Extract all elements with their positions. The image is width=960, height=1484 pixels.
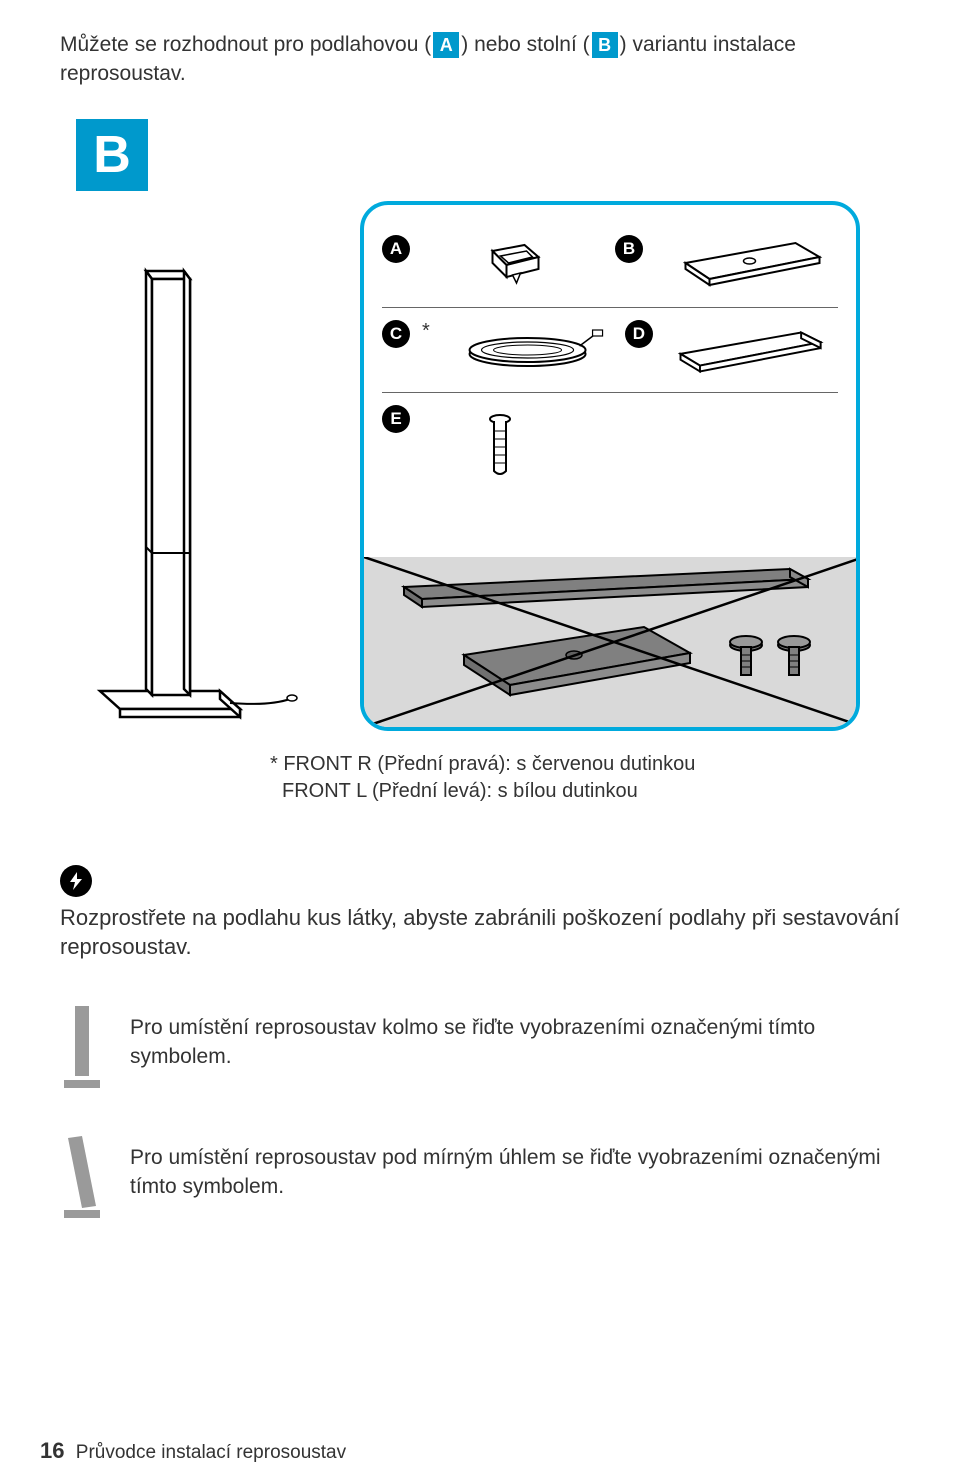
front-note: * FRONT R (Přední pravá): s červenou dut… <box>270 751 900 805</box>
parts-panel: A B C * <box>360 201 860 731</box>
perpendicular-row: Pro umístění reprosoustav kolmo se řiďte… <box>60 1002 900 1092</box>
part-label-d: D <box>625 320 653 348</box>
inline-label-b: B <box>592 32 618 58</box>
part-label-c: C <box>382 320 410 348</box>
angled-icon <box>60 1132 102 1222</box>
part-label-a: A <box>382 235 410 263</box>
intro-text: Můžete se rozhodnout pro podlahovou (A) … <box>60 30 900 89</box>
part-a-illustration <box>420 235 605 295</box>
part-label-e: E <box>382 405 410 433</box>
intro-part1: Můžete se rozhodnout pro podlahovou ( <box>60 33 431 56</box>
excluded-parts-area <box>364 557 856 727</box>
part-c-asterisk: * <box>422 320 430 380</box>
footer-title: Průvodce instalací reprosoustav <box>76 1442 346 1463</box>
angled-text: Pro umístění reprosoustav pod mírným úhl… <box>130 1132 900 1201</box>
note-line-1: * FRONT R (Přední pravá): s červenou dut… <box>270 751 900 778</box>
part-d-illustration <box>663 320 838 380</box>
angled-row: Pro umístění reprosoustav pod mírným úhl… <box>60 1132 900 1222</box>
diagram-row: A B C * <box>60 201 900 731</box>
parts-row-1: A B <box>382 223 838 308</box>
part-b-illustration <box>653 235 838 295</box>
tip-text: Rozprostřete na podlahu kus látky, abyst… <box>60 903 900 962</box>
parts-row-2: C * D <box>382 308 838 393</box>
page-number: 16 <box>40 1438 64 1463</box>
tip-section: Rozprostřete na podlahu kus látky, abyst… <box>60 865 900 962</box>
perpendicular-icon <box>60 1002 102 1092</box>
part-c-illustration <box>440 320 615 380</box>
note-line-2: FRONT L (Přední levá): s bílou dutinkou <box>282 778 900 805</box>
inline-label-a: A <box>433 32 459 58</box>
intro-part2: ) nebo stolní ( <box>461 33 589 56</box>
tower-illustration <box>60 251 320 731</box>
part-e-illustration <box>420 405 838 495</box>
variant-label-b: B <box>76 119 148 191</box>
part-label-b: B <box>615 235 643 263</box>
page-footer: 16 Průvodce instalací reprosoustav <box>40 1438 346 1464</box>
parts-row-3: E <box>382 393 838 507</box>
lightning-icon <box>60 865 92 897</box>
perpendicular-text: Pro umístění reprosoustav kolmo se řiďte… <box>130 1002 900 1071</box>
